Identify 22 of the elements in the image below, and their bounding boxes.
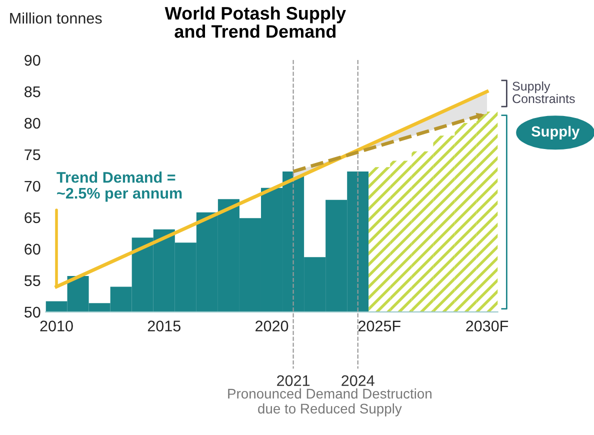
- y-tick-label: 60: [24, 244, 40, 255]
- y-tick-label: 50: [24, 306, 40, 318]
- chart-title: World Potash Supply and Trend Demand: [164, 6, 346, 38]
- y-tick-label: 70: [24, 180, 40, 192]
- text: Supply Constraints: [512, 81, 575, 104]
- ref-line-label: 2024: [342, 375, 374, 386]
- y-tick-label: 55: [24, 275, 40, 286]
- y-axis-title: Million tonnes: [10, 12, 102, 24]
- annotation: Trend Demand = ~2.5% per annum: [56, 172, 182, 202]
- text: Pronounced Demand Destruction due to Reduced Supply: [228, 388, 432, 416]
- y-tick-label: 90: [24, 54, 40, 66]
- ref-line-label: 2021: [277, 375, 310, 386]
- text: Supply: [532, 126, 580, 140]
- y-tick-label: 65: [24, 212, 40, 224]
- x-tick-label: 2010: [40, 320, 73, 332]
- x-tick-label: 2020: [256, 320, 288, 332]
- y-tick-label: 85: [24, 86, 40, 98]
- x-tick-label: 2025F: [358, 320, 400, 332]
- y-tick-label: 80: [24, 118, 40, 129]
- x-tick-label: 2015: [148, 320, 180, 332]
- x-tick-label: 2030F: [466, 320, 508, 332]
- y-tick-label: 75: [24, 150, 40, 160]
